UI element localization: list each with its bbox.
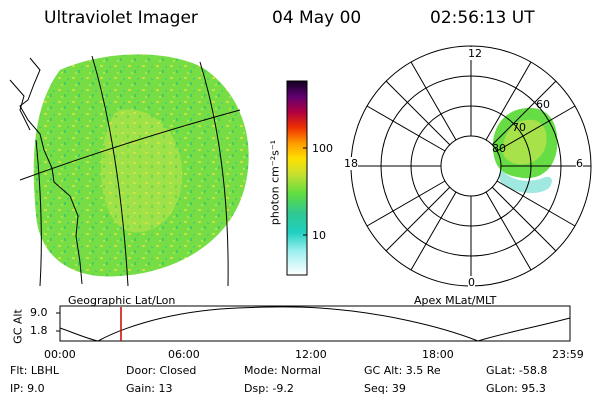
latitude-line [19, 109, 241, 181]
info-seq: Seq: 39 [364, 382, 406, 395]
longitude-line-3 [35, 139, 42, 287]
polar-plot [350, 45, 592, 287]
coastline-west [9, 79, 31, 131]
altitude-xtick-2: 12:00 [295, 348, 327, 361]
mlt-label-6: 6 [576, 157, 583, 170]
altitude-plot-frame [59, 305, 571, 342]
mlt-label-18: 18 [344, 157, 358, 170]
geographic-image [9, 54, 249, 287]
altitude-xtick-0: 00:00 [44, 348, 76, 361]
coastline [19, 57, 83, 285]
aurora-oval-bright [502, 119, 547, 165]
aurora-bright-region [101, 109, 183, 233]
info-mode: Mode: Normal [244, 364, 321, 377]
mlt-line-4 [496, 180, 576, 227]
altitude-curve [59, 306, 571, 342]
mlt-line-21 [385, 186, 451, 252]
info-door: Door: Closed [126, 364, 197, 377]
altitude-plot [56, 305, 571, 342]
colorbar-tick-10: 10 [312, 229, 326, 242]
altitude-xtick-3: 18:00 [422, 348, 454, 361]
mlt-label-0: 0 [468, 276, 475, 289]
info-dsp: Dsp: -9.2 [244, 382, 294, 395]
mlt-line-14 [410, 61, 457, 141]
info-gc-alt: GC Alt: 3.5 Re [364, 364, 441, 377]
colorbar [286, 80, 308, 276]
geographic-caption: Geographic Lat/Lon [68, 294, 176, 307]
info-ip: IP: 9.0 [10, 382, 45, 395]
time-label: 02:56:13 UT [430, 8, 535, 28]
mlt-line-22 [410, 191, 457, 271]
lat-label-70: 70 [512, 121, 526, 134]
date-label: 04 May 00 [272, 8, 362, 28]
altitude-ytick-high: 9.0 [30, 306, 48, 319]
longitude-line-1 [91, 55, 129, 287]
mlt-line-16 [366, 105, 446, 152]
mlt-label-12: 12 [467, 47, 483, 60]
info-filter: Flt: LBHL [10, 364, 59, 377]
polar-caption: Apex MLat/MLT [414, 294, 497, 307]
info-glon: GLon: 95.3 [486, 382, 546, 395]
altitude-ylabel: GC Alt [11, 309, 25, 344]
colorbar-label: photon cm⁻²s⁻¹ [268, 139, 282, 226]
lat-label-80: 80 [492, 142, 506, 155]
colorbar-tick-100: 100 [312, 142, 333, 155]
altitude-xtick-1: 06:00 [168, 348, 200, 361]
info-gain: Gain: 13 [126, 382, 173, 395]
mlt-line-10 [485, 61, 532, 141]
longitude-line-2 [199, 61, 229, 287]
altitude-ytick-low: 1.8 [30, 324, 48, 337]
info-glat: GLat: -58.8 [486, 364, 548, 377]
mlt-line-20 [366, 180, 446, 227]
mlt-line-9 [491, 80, 557, 146]
mlt-line-3 [491, 186, 557, 252]
mlt-line-8 [496, 105, 576, 152]
aurora-diffuse [498, 170, 552, 194]
app-title: Ultraviolet Imager [44, 8, 198, 28]
mlt-line-2 [485, 191, 532, 271]
altitude-xtick-4: 23:59 [552, 348, 584, 361]
lat-label-60: 60 [536, 98, 550, 111]
mlt-line-15 [385, 80, 451, 146]
